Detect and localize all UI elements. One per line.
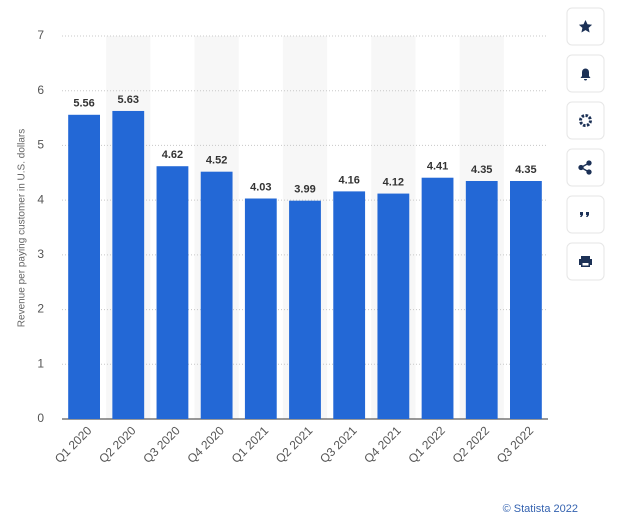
bar [112, 110, 145, 420]
bar [333, 191, 366, 419]
y-tick-label: 5 [37, 138, 44, 152]
bar [200, 171, 233, 419]
gear-icon [579, 114, 592, 127]
settings-button[interactable] [566, 101, 605, 140]
value-label: 4.03 [250, 181, 271, 193]
y-axis-label: Revenue per paying customer in U.S. doll… [17, 129, 28, 327]
x-tick-label: Q2 2021 [273, 423, 316, 466]
x-tick-label: Q2 2020 [96, 423, 139, 466]
x-tick-label: Q3 2022 [494, 423, 537, 466]
share-button[interactable] [566, 148, 605, 187]
y-tick-label: 0 [37, 411, 44, 425]
y-tick-label: 4 [37, 192, 44, 206]
value-label: 4.16 [338, 174, 359, 186]
value-label: 5.56 [73, 98, 94, 110]
x-tick-label: Q1 2022 [405, 423, 448, 466]
button-box[interactable] [566, 101, 605, 140]
y-tick-label: 2 [37, 302, 44, 316]
button-box[interactable] [566, 148, 605, 187]
y-tick-label: 1 [37, 356, 44, 370]
bar [421, 177, 454, 419]
bar [377, 193, 410, 419]
value-label: 4.35 [515, 164, 536, 176]
x-tick-label: Q4 2021 [361, 423, 404, 466]
y-tick-label: 6 [37, 83, 44, 97]
x-tick-label: Q2 2022 [450, 423, 493, 466]
value-label: 4.12 [383, 176, 404, 188]
quote-icon [580, 212, 589, 217]
y-tick-label: 3 [37, 247, 44, 261]
print-button[interactable] [566, 242, 605, 281]
bar [510, 180, 542, 419]
cite-button[interactable] [566, 195, 605, 234]
x-tick-label: Q1 2021 [229, 423, 272, 466]
bar [289, 200, 321, 419]
star-icon [578, 20, 593, 33]
value-label: 3.99 [294, 184, 315, 196]
value-label: 5.63 [118, 94, 139, 106]
bar [244, 198, 277, 419]
x-tick-label: Q4 2020 [185, 423, 228, 466]
bar [465, 180, 498, 419]
star-button[interactable] [566, 7, 605, 46]
y-tick-label: 7 [37, 28, 44, 42]
button-box[interactable] [566, 195, 605, 234]
value-label: 4.62 [162, 149, 183, 161]
value-label: 4.52 [206, 155, 227, 167]
value-label: 4.41 [427, 161, 448, 173]
value-label: 4.35 [471, 164, 492, 176]
x-tick-label: Q3 2020 [140, 423, 183, 466]
credit: © Statista 2022 [503, 503, 578, 513]
bar [156, 166, 189, 419]
x-tick-label: Q3 2021 [317, 423, 360, 466]
print-icon [579, 256, 592, 267]
bell-icon [580, 68, 591, 81]
x-tick-label: Q1 2020 [52, 423, 95, 466]
bar [68, 114, 100, 419]
bell-button[interactable] [566, 54, 605, 93]
toolbar [566, 7, 605, 281]
share-icon [578, 160, 592, 175]
